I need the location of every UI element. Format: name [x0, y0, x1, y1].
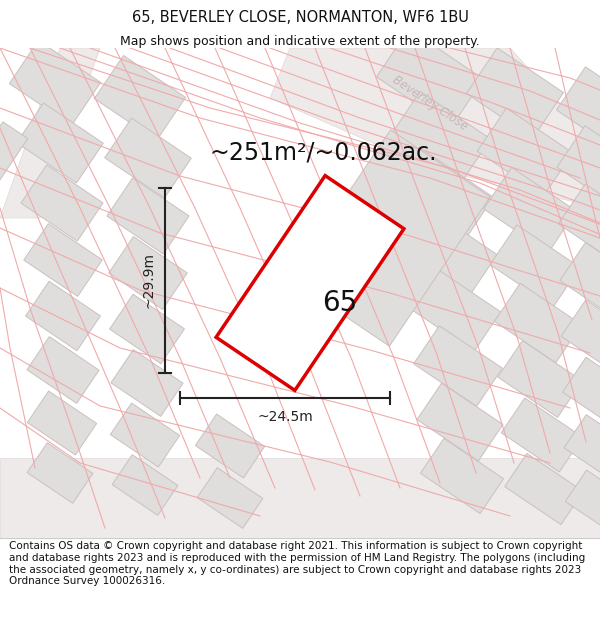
Text: Beverley Close: Beverley Close — [390, 73, 470, 133]
Polygon shape — [0, 458, 600, 538]
Polygon shape — [421, 439, 503, 514]
Text: Contains OS data © Crown copyright and database right 2021. This information is : Contains OS data © Crown copyright and d… — [9, 541, 585, 586]
Polygon shape — [417, 383, 503, 461]
Polygon shape — [557, 126, 600, 206]
Polygon shape — [27, 337, 99, 403]
Polygon shape — [556, 67, 600, 149]
Polygon shape — [397, 151, 494, 241]
Polygon shape — [110, 403, 179, 467]
Polygon shape — [563, 357, 600, 427]
Polygon shape — [403, 210, 497, 296]
Polygon shape — [28, 391, 97, 455]
Polygon shape — [498, 341, 582, 418]
Polygon shape — [107, 178, 189, 254]
Polygon shape — [413, 326, 502, 406]
Polygon shape — [109, 237, 187, 309]
Text: Map shows position and indicative extent of the property.: Map shows position and indicative extent… — [120, 34, 480, 48]
Polygon shape — [112, 455, 178, 515]
Polygon shape — [26, 281, 100, 351]
Polygon shape — [560, 242, 600, 318]
Polygon shape — [270, 48, 600, 208]
Polygon shape — [0, 48, 100, 218]
Polygon shape — [24, 224, 102, 296]
Polygon shape — [477, 108, 573, 196]
Text: 65: 65 — [322, 289, 358, 317]
Polygon shape — [110, 294, 184, 364]
Polygon shape — [10, 41, 101, 126]
Polygon shape — [94, 56, 185, 141]
Polygon shape — [564, 414, 600, 481]
Polygon shape — [501, 398, 583, 472]
Polygon shape — [376, 29, 484, 127]
Polygon shape — [0, 122, 28, 184]
Polygon shape — [559, 184, 600, 262]
Polygon shape — [561, 300, 600, 372]
Polygon shape — [216, 176, 404, 391]
Polygon shape — [565, 470, 600, 534]
Polygon shape — [21, 165, 103, 241]
Polygon shape — [27, 442, 93, 503]
Polygon shape — [490, 225, 580, 307]
Polygon shape — [409, 268, 501, 352]
Polygon shape — [389, 91, 491, 184]
Text: ~251m²/~0.062ac.: ~251m²/~0.062ac. — [210, 141, 437, 165]
Polygon shape — [290, 130, 490, 346]
Polygon shape — [17, 103, 103, 183]
Polygon shape — [494, 283, 581, 362]
Polygon shape — [111, 349, 183, 416]
Text: 65, BEVERLEY CLOSE, NORMANTON, WF6 1BU: 65, BEVERLEY CLOSE, NORMANTON, WF6 1BU — [131, 9, 469, 24]
Text: ~24.5m: ~24.5m — [257, 410, 313, 424]
Polygon shape — [105, 118, 191, 198]
Polygon shape — [505, 453, 583, 524]
Polygon shape — [484, 168, 577, 252]
Polygon shape — [197, 468, 263, 528]
Text: ~29.9m: ~29.9m — [141, 253, 155, 309]
Polygon shape — [196, 414, 265, 478]
Polygon shape — [466, 48, 563, 138]
